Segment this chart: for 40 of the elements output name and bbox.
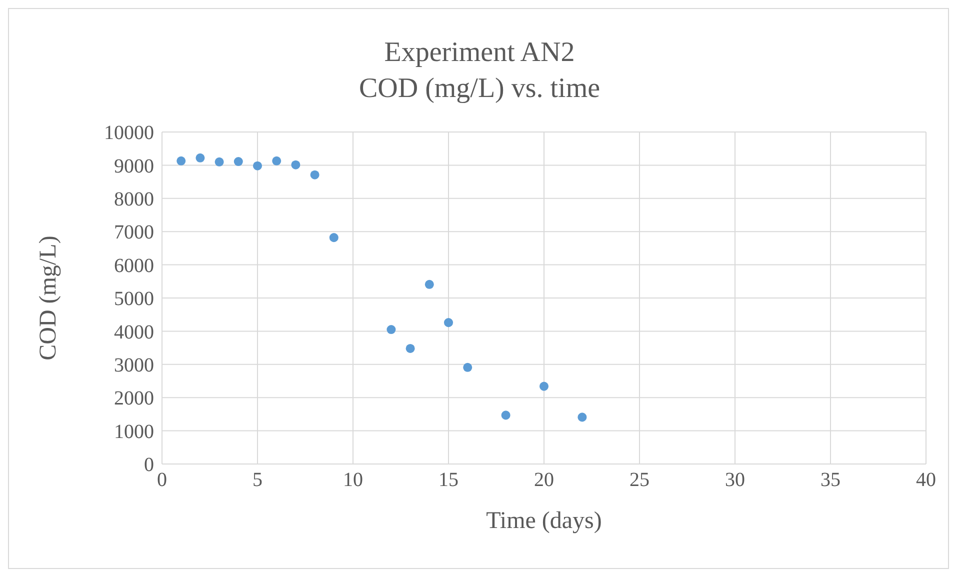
point [196, 153, 205, 162]
chart-subtitle: COD (mg/L) vs. time [358, 72, 602, 106]
x-tick-label: 35 [820, 469, 840, 492]
y-tick-label: 3000 [114, 354, 154, 376]
point [463, 362, 472, 372]
y-tick-label: 2000 [114, 388, 154, 410]
point [424, 280, 434, 289]
y-tick-label: 1000 [114, 420, 154, 443]
point [252, 161, 262, 170]
x-tick-label: 20 [534, 469, 554, 492]
chart-title: Experiment AN2 [383, 36, 576, 70]
x-tick-label: 10 [343, 469, 363, 492]
x-tick-label: 30 [725, 469, 745, 492]
y-tick-label: 10000 [104, 122, 154, 144]
x-tick-label: 40 [916, 469, 936, 492]
x-axis-title: Time (days) [486, 508, 602, 534]
point [176, 156, 186, 166]
x-tick-label: 25 [630, 469, 650, 492]
y-tick-label: 4000 [114, 321, 154, 344]
point [539, 382, 549, 391]
point [578, 412, 587, 422]
y-tick-label: 5000 [114, 288, 154, 310]
y-tick-label: 7000 [114, 222, 154, 244]
point [291, 160, 300, 170]
point [501, 410, 510, 420]
point [444, 318, 454, 328]
point [214, 157, 224, 166]
point [272, 156, 282, 166]
point [386, 325, 396, 334]
point [406, 344, 415, 353]
y-tick-label: 8000 [114, 188, 154, 210]
x-tick-label: 5 [252, 469, 262, 492]
x-tick-label: 15 [438, 469, 458, 492]
y-tick-label: 6000 [114, 254, 154, 277]
point [310, 170, 320, 180]
y-tick-label: 0 [144, 454, 154, 476]
y-axis-title: COD (mg/L) [36, 236, 62, 360]
y-tick-label: 9000 [114, 155, 154, 178]
point [234, 157, 243, 166]
point [329, 233, 338, 242]
